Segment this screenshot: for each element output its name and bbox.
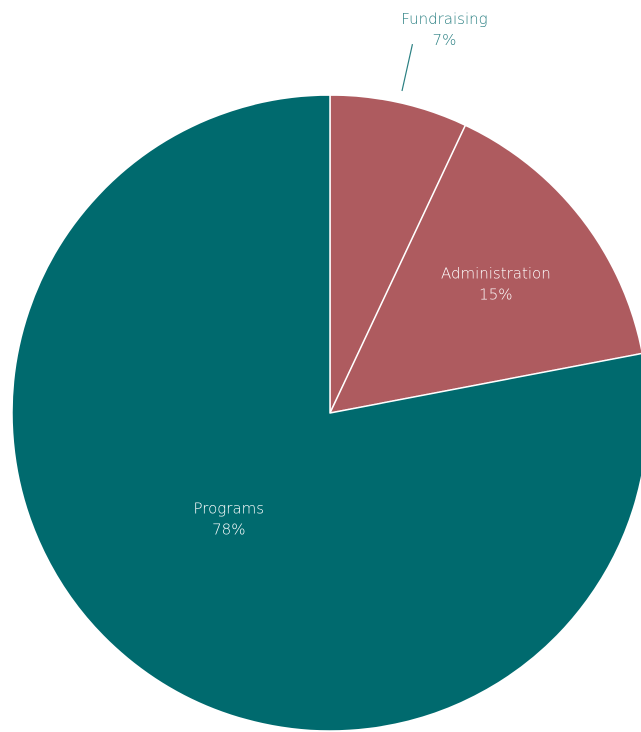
slice-value-label: 15% xyxy=(479,285,512,303)
slice-labels: Fundraising 7% Administration 15% Programs 78… xyxy=(193,10,550,538)
slice-label-fundraising: Fundraising 7% xyxy=(401,10,487,49)
pie-slices xyxy=(11,94,641,732)
slice-category-label: Fundraising xyxy=(401,10,487,28)
slice-label-administration: Administration 15% xyxy=(441,264,551,303)
pie-slice-fundraising xyxy=(329,94,467,414)
slice-category-label: Administration xyxy=(441,264,551,282)
leader-line-fundraising xyxy=(401,43,414,92)
slice-value-label: 7% xyxy=(433,31,457,49)
pie-slice-administration xyxy=(329,124,641,414)
leader-lines xyxy=(401,43,414,92)
pie-slice-programs xyxy=(11,94,641,732)
slice-value-label: 78% xyxy=(212,520,245,538)
slice-label-programs: Programs 78% xyxy=(193,499,264,538)
slice-category-label: Programs xyxy=(193,499,264,517)
